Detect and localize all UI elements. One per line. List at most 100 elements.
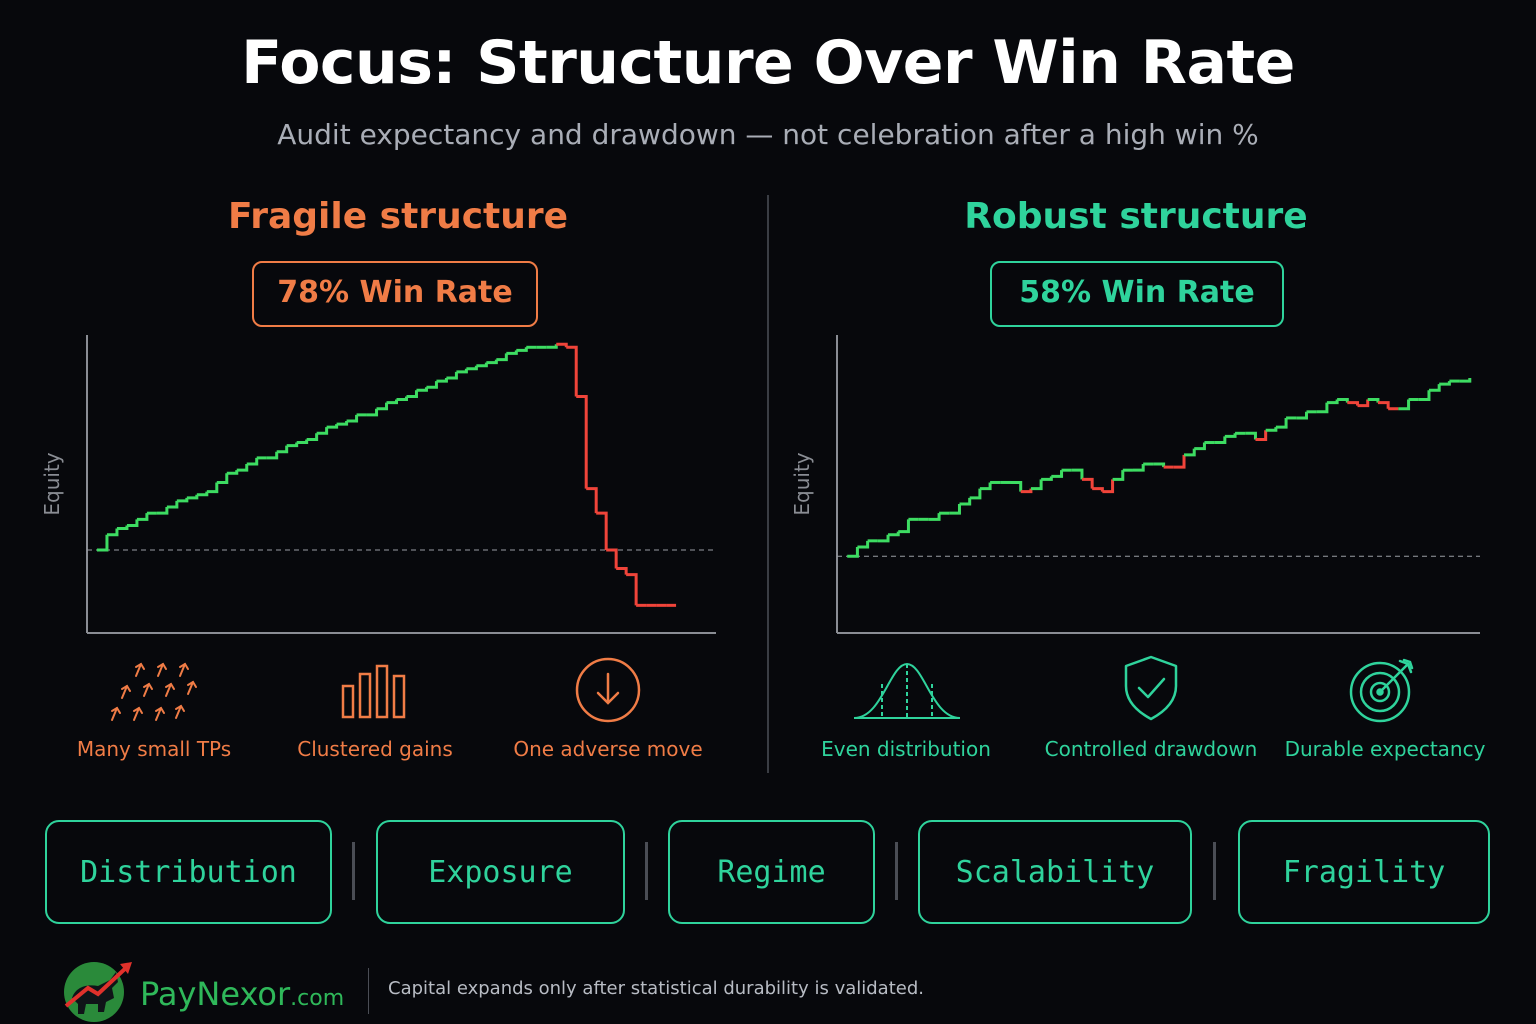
target-icon [1349, 658, 1414, 723]
equity-step [96, 534, 109, 552]
equity-step [426, 381, 438, 389]
equity-step [1010, 480, 1023, 492]
equity-step [336, 421, 349, 426]
pillar-separator [895, 842, 898, 900]
equity-step [1184, 448, 1196, 457]
y-axis-label: Equity [790, 452, 814, 515]
equity-step [1132, 464, 1145, 472]
brand-name: PayNexor [140, 975, 291, 1013]
equity-step [476, 362, 488, 368]
equity-step [116, 525, 129, 531]
equity-step [1020, 488, 1033, 494]
equity-step [1153, 462, 1166, 468]
equity-step [1102, 479, 1115, 494]
equity-step [166, 500, 179, 509]
equity-step [1459, 378, 1472, 383]
equity-step [186, 494, 199, 500]
equity-step [156, 507, 169, 515]
brand-logo: PayNexor.com [140, 975, 344, 1013]
equity-step [1428, 384, 1441, 392]
equity-step [1326, 399, 1339, 405]
equity-step [1265, 427, 1278, 432]
robust-win-rate-badge: 58% Win Rate [990, 261, 1284, 327]
equity-step [1296, 411, 1308, 420]
fragile-win-rate-badge: 78% Win Rate [252, 261, 538, 327]
equity-step [888, 531, 900, 537]
equity-step [1051, 470, 1064, 478]
equity-step [606, 548, 618, 569]
equity-step [1214, 436, 1227, 445]
equity-step [206, 482, 219, 494]
equity-step [306, 433, 319, 441]
equity-step [386, 399, 399, 405]
equity-step [1398, 399, 1411, 411]
equity-step [236, 464, 249, 472]
equity-step [316, 427, 329, 435]
pillar-fragility: Fragility [1238, 820, 1490, 924]
bar-cluster-icon [341, 664, 406, 719]
page-title: Focus: Structure Over Win Rate [241, 28, 1295, 98]
equity-step [898, 519, 910, 534]
equity-step [1041, 476, 1053, 481]
equity-step [1245, 431, 1257, 440]
fragile-title: Fragile structure [227, 196, 569, 237]
equity-step [216, 473, 229, 484]
y-axis-label: Equity [40, 452, 64, 515]
equity-step [1377, 401, 1390, 409]
equity-step [1357, 399, 1370, 408]
equity-step [1112, 470, 1125, 481]
equity-step [136, 513, 149, 521]
equity-step [1081, 477, 1094, 489]
bell-curve-icon [853, 662, 961, 719]
equity-step [616, 566, 628, 575]
equity-step [928, 513, 941, 521]
equity-step [276, 445, 289, 454]
equity-step [286, 442, 299, 448]
equity-step [406, 390, 418, 398]
robust-title: Robust structure [964, 196, 1308, 237]
shield-check-icon [1124, 655, 1178, 721]
equity-step [979, 482, 992, 491]
pillar-separator [645, 842, 648, 900]
equity-step [1194, 442, 1206, 451]
equity-step [1347, 401, 1360, 406]
equity-step [626, 573, 638, 606]
pillar-exposure: Exposure [376, 820, 625, 924]
equity-step [949, 503, 961, 515]
equity-step [436, 378, 448, 383]
feature-label-clustered-gains: Clustered gains [297, 737, 453, 761]
equity-step [596, 511, 608, 551]
equity-step [516, 347, 528, 352]
down-arrow-circle-icon [575, 657, 641, 723]
equity-step [857, 540, 870, 549]
equity-step [576, 394, 588, 489]
pillar-scalability: Scalability [918, 820, 1192, 924]
arrows-up-icon [111, 662, 197, 721]
equity-step [346, 414, 359, 423]
page-subtitle: Audit expectancy and drawdown — not cele… [277, 118, 1259, 151]
equity-step [376, 402, 389, 411]
equity-step [396, 396, 408, 402]
robust-equity-chart: Equity [790, 335, 1480, 634]
equity-step [1030, 479, 1043, 491]
equity-step [556, 342, 568, 348]
equity-step [1316, 402, 1329, 414]
equity-step [456, 368, 468, 374]
equity-step [466, 365, 478, 371]
equity-step [566, 345, 578, 397]
equity-step [176, 497, 189, 503]
equity-step [1173, 454, 1186, 469]
pillar-regime: Regime [668, 820, 875, 924]
equity-step [126, 519, 139, 527]
feature-label-many-small-tps: Many small TPs [76, 737, 232, 761]
equity-step [1275, 417, 1288, 429]
footer-tagline: Capital expands only after statistical d… [388, 978, 924, 999]
equity-step [266, 451, 279, 460]
equity-step [226, 470, 239, 475]
equity-step [496, 353, 508, 362]
equity-step [326, 424, 339, 429]
equity-step [446, 371, 458, 380]
bull-logo-icon [64, 962, 132, 1022]
equity-step [1418, 390, 1431, 402]
feature-label-one-adverse-move: One adverse move [513, 737, 703, 761]
